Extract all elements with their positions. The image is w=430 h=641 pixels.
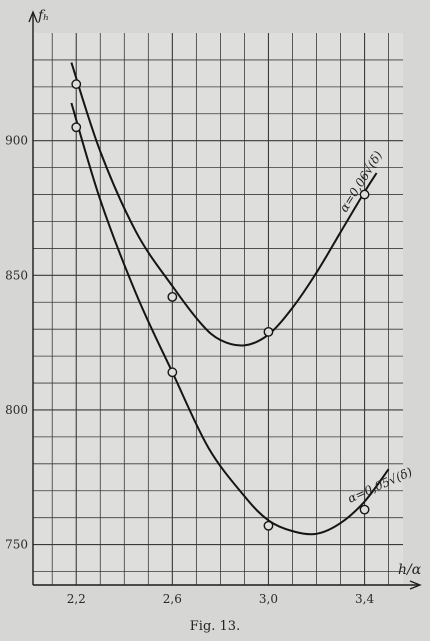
x-axis-arrow: [409, 580, 422, 590]
x-tick-label: 2,6: [163, 592, 182, 606]
data-point-1: [263, 520, 274, 531]
y-tick-label: 800: [5, 403, 28, 417]
plot-background: [33, 33, 403, 585]
data-point-1: [359, 504, 370, 515]
curves: [70, 62, 390, 536]
y-tick-label: 900: [5, 134, 28, 148]
data-point-0: [167, 291, 178, 302]
y-tick-label: 850: [5, 268, 28, 282]
tick-labels: 2,2 2,6 3,0 3,4 750 800 850 900: [5, 134, 374, 606]
x-tick-label: 3,4: [355, 592, 374, 606]
x-tick-label: 3,0: [259, 592, 278, 606]
y-axis-label: fₕ: [37, 8, 49, 24]
data-point-0: [359, 189, 370, 200]
series-line-0: [70, 62, 378, 347]
y-tick-label: 750: [5, 538, 28, 552]
data-point-1: [71, 122, 82, 133]
x-tick-label: 2,2: [67, 592, 86, 606]
markers: [71, 79, 370, 531]
y-axis-arrow: [28, 10, 38, 23]
axes: [28, 10, 422, 590]
data-point-0: [71, 79, 82, 90]
data-point-1: [167, 367, 178, 378]
x-axis-label: h/α: [398, 562, 422, 578]
series-line-1: [70, 102, 390, 536]
figure-caption: Fig. 13.: [190, 619, 240, 634]
data-point-0: [263, 326, 274, 337]
grid: [33, 33, 403, 585]
